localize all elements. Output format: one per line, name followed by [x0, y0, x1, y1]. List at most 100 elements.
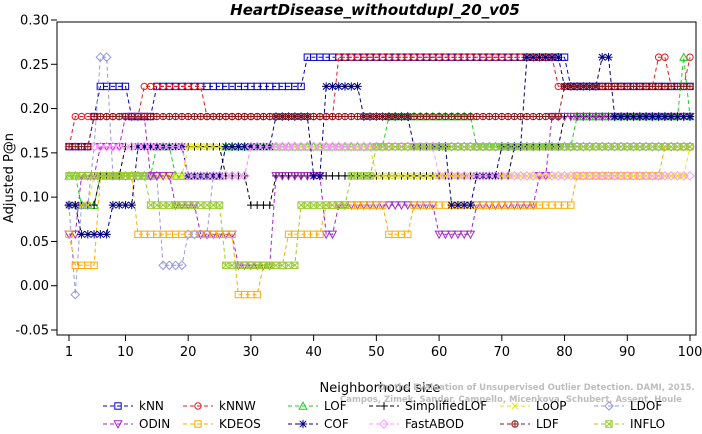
asterisk-marker	[641, 112, 651, 121]
triangle-down-marker	[70, 230, 80, 240]
legend-label: LOF	[324, 399, 347, 413]
diamond-marker	[471, 171, 482, 181]
legend-label: SimplifiedLOF	[405, 399, 487, 413]
triangle-down-marker	[296, 172, 306, 181]
asterisk-marker	[353, 82, 362, 91]
triangle-down-marker	[446, 230, 457, 240]
diamond-marker	[459, 171, 470, 181]
x-marker	[372, 172, 380, 180]
triangle-down-marker	[384, 201, 394, 210]
circle-marker	[686, 53, 694, 61]
asterisk-marker	[604, 53, 613, 62]
plus-marker	[380, 402, 388, 410]
legend-item-cof: COF	[288, 417, 349, 431]
circle-plus-marker	[479, 112, 487, 121]
x-marker	[178, 172, 186, 180]
x-tick-label: 70	[494, 345, 511, 360]
circle-plus-marker	[592, 82, 600, 91]
circle-plus-marker	[366, 112, 374, 121]
circle-plus-marker	[529, 112, 537, 121]
square-marker	[404, 230, 412, 239]
box-x-marker	[686, 142, 694, 151]
circle-marker	[194, 402, 202, 410]
x-marker	[184, 143, 192, 151]
diamond-marker	[239, 171, 250, 181]
x-tick-label: 80	[556, 345, 573, 360]
circle-plus-marker	[102, 112, 111, 121]
triangle-down-marker	[321, 230, 331, 240]
watermark-line1: Campos, Zimek, Sander, Campello, Micenko…	[340, 395, 682, 405]
circle-plus-marker	[291, 112, 299, 121]
asterisk-marker	[623, 112, 632, 121]
circle-plus-marker	[554, 112, 562, 121]
circle-plus-marker	[422, 112, 431, 121]
circle-plus-marker	[203, 112, 211, 121]
diamond-marker	[509, 171, 520, 181]
circle-plus-marker	[146, 112, 155, 121]
box-x-marker	[341, 201, 349, 209]
box-x-marker	[366, 172, 374, 180]
triangle-marker	[298, 401, 308, 410]
circle-plus-marker	[604, 82, 613, 91]
x-marker	[197, 143, 205, 151]
asterisk-marker	[215, 171, 224, 181]
diamond-marker	[277, 141, 288, 152]
diamond-marker	[503, 171, 513, 181]
circle-plus-marker	[90, 112, 98, 121]
circle-plus-marker	[385, 112, 393, 121]
triangle-down-marker	[465, 230, 476, 240]
x-marker	[404, 172, 412, 180]
square-marker	[65, 230, 73, 239]
diamond-marker	[641, 171, 651, 181]
x-marker	[215, 143, 224, 151]
circle-plus-marker	[215, 112, 224, 121]
asterisk-marker	[133, 142, 143, 151]
diamond-marker	[233, 171, 244, 181]
triangle-down-marker	[145, 172, 156, 181]
diamond-marker	[177, 260, 187, 271]
asterisk-marker	[102, 230, 111, 239]
legend-label: kNNW	[219, 399, 256, 413]
asterisk-marker	[322, 82, 331, 91]
asterisk-marker	[121, 200, 130, 210]
diamond-marker	[158, 141, 168, 152]
circle-plus-marker	[266, 112, 274, 121]
circle-plus-marker	[560, 82, 569, 91]
circle-plus-marker	[96, 112, 105, 121]
x-tick-label: 90	[619, 345, 636, 360]
diamond-marker	[484, 171, 495, 181]
circle-plus-marker	[259, 112, 268, 121]
circle-marker	[661, 53, 669, 61]
diamond-marker	[333, 141, 344, 152]
legend-label: FastABOD	[405, 417, 464, 431]
series-lof	[64, 52, 695, 209]
circle-plus-marker	[466, 112, 475, 121]
x-marker	[379, 172, 387, 180]
triangle-down-marker	[302, 172, 313, 181]
series-line	[68, 56, 691, 147]
series-line	[69, 56, 690, 148]
diamond-marker	[101, 141, 112, 152]
series-fastabod	[64, 141, 695, 181]
legend-item-ldf: LDF	[500, 417, 559, 431]
diamond-marker	[685, 171, 695, 181]
legend-item-odin: ODIN	[103, 417, 170, 431]
x-marker	[410, 172, 418, 180]
asterisk-marker	[598, 53, 607, 62]
asterisk-marker	[221, 142, 230, 151]
circle-plus-marker	[598, 82, 606, 91]
diamond-marker	[522, 171, 532, 181]
legend-label: LDF	[536, 417, 559, 431]
asterisk-marker	[298, 419, 308, 429]
x-tick-label: 40	[305, 345, 322, 360]
asterisk-marker	[460, 200, 469, 210]
circle-plus-marker	[71, 143, 79, 151]
square-marker	[378, 201, 387, 209]
asterisk-marker	[96, 230, 105, 239]
triangle-down-marker	[277, 172, 287, 181]
asterisk-marker	[654, 112, 663, 121]
circle-plus-marker	[511, 420, 519, 428]
legend-item-knn: kNN	[103, 399, 164, 413]
circle-plus-marker	[316, 112, 324, 121]
asterisk-marker	[234, 142, 243, 151]
